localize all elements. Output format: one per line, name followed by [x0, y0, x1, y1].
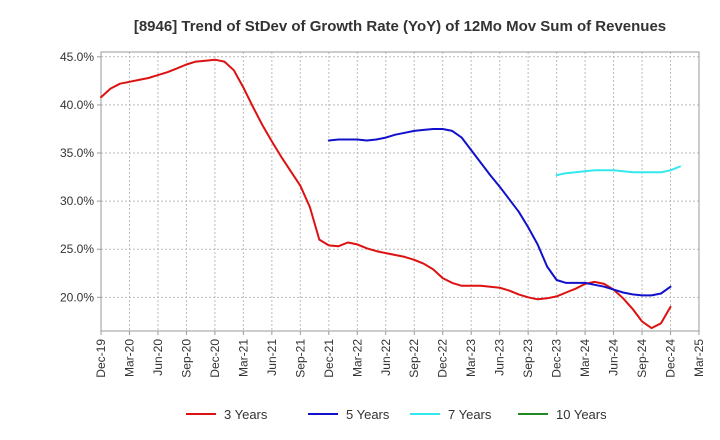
x-tick-label: Dec-19	[94, 339, 108, 378]
legend-label-10-years: 10 Years	[556, 407, 607, 422]
chart-title: [8946] Trend of StDev of Growth Rate (Yo…	[134, 18, 666, 35]
x-tick-label: Jun-20	[151, 339, 165, 376]
series-lines	[100, 58, 681, 330]
x-tick-label: Mar-21	[236, 339, 250, 377]
x-axis-ticks: Dec-19 Mar-20 Jun-20 Sep-20 Dec-20 Mar-21 Jun-…	[94, 331, 706, 378]
legend: 3 Years 5 Years 7 Years 10 Years	[186, 407, 607, 422]
x-tick-label: Mar-23	[464, 339, 478, 377]
series-line-3-years	[100, 58, 672, 330]
x-tick-label: Jun-23	[493, 339, 507, 376]
x-tick-label: Jun-21	[265, 339, 279, 376]
x-tick-label: Mar-20	[122, 339, 136, 377]
y-tick-label: 35.0%	[60, 146, 94, 160]
x-tick-label: Mar-25	[692, 339, 706, 377]
x-tick-label: Sep-22	[407, 339, 421, 378]
gridlines	[100, 52, 700, 331]
x-tick-label: Sep-20	[179, 339, 193, 378]
legend-label-5-years: 5 Years	[346, 407, 390, 422]
x-tick-label: Jun-24	[607, 339, 621, 376]
y-axis-ticks: 20.0% 25.0% 30.0% 35.0% 40.0% 45.0%	[60, 50, 101, 304]
x-tick-label: Mar-24	[578, 339, 592, 377]
x-tick-label: Sep-24	[635, 339, 649, 378]
plot-frame	[100, 51, 700, 332]
x-tick-label: Jun-22	[379, 339, 393, 376]
y-tick-label: 40.0%	[60, 98, 94, 112]
y-tick-label: 20.0%	[60, 290, 94, 304]
y-tick-label: 45.0%	[60, 50, 94, 64]
y-tick-label: 25.0%	[60, 242, 94, 256]
x-tick-label: Mar-22	[350, 339, 364, 377]
x-tick-label: Dec-20	[208, 339, 222, 378]
x-tick-label: Dec-23	[550, 339, 564, 378]
x-tick-label: Dec-22	[436, 339, 450, 378]
x-tick-label: Sep-23	[521, 339, 535, 378]
legend-label-7-years: 7 Years	[448, 407, 492, 422]
x-tick-label: Sep-21	[293, 339, 307, 378]
legend-label-3-years: 3 Years	[224, 407, 268, 422]
x-tick-label: Dec-21	[322, 339, 336, 378]
series-line-5-years	[327, 128, 672, 297]
x-tick-label: Dec-24	[664, 339, 678, 378]
y-tick-label: 30.0%	[60, 194, 94, 208]
series-line-7-years	[555, 165, 681, 177]
